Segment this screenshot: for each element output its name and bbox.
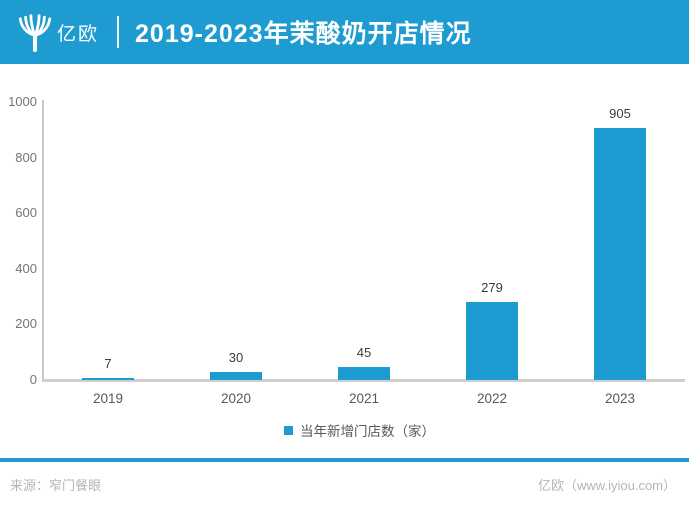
chart-legend: 当年新增门店数（家） [30, 420, 689, 440]
logo-text: 亿欧 [57, 23, 100, 45]
source-text: 来源：窄门餐眼 [10, 477, 102, 493]
chart-bar-2019 [82, 378, 134, 380]
header-bar: 亿欧 2019-2023年茉酸奶开店情况 [0, 0, 689, 64]
x-axis-category-label: 2019 [92, 391, 124, 406]
y-axis-tick-label: 600 [15, 205, 37, 221]
chart-bar-2023 [594, 128, 646, 380]
bar-value-label: 279 [481, 280, 503, 295]
x-axis-category-label: 2021 [348, 391, 380, 406]
chart-bar-2022 [466, 302, 518, 380]
y-axis-line [42, 100, 44, 380]
y-axis-tick-label: 800 [15, 149, 37, 165]
header-separator [117, 16, 120, 48]
x-axis-category-label: 2023 [604, 391, 636, 406]
chart-bar-2020 [210, 372, 262, 380]
iyiou-logo-icon [18, 14, 52, 53]
bar-value-label: 7 [104, 356, 112, 371]
page-title: 2019-2023年茉酸奶开店情况 [135, 20, 472, 48]
bar-value-label: 30 [228, 350, 244, 365]
y-axis-tick-label: 400 [15, 260, 37, 276]
x-axis-category-label: 2020 [220, 391, 252, 406]
footer-divider [0, 458, 689, 462]
footer: 来源：窄门餐眼 亿欧（www.iyiou.com） [0, 472, 689, 496]
bar-value-label: 905 [609, 106, 631, 121]
x-axis-line [42, 379, 685, 382]
y-axis-tick-label: 1000 [8, 94, 37, 109]
chart-bar-2021 [338, 367, 390, 380]
y-axis-tick-label: 0 [29, 372, 37, 387]
bar-value-label: 45 [356, 345, 372, 360]
credit-text: 亿欧（www.iyiou.com） [538, 477, 676, 493]
legend-swatch [284, 425, 293, 435]
y-axis-tick-label: 200 [15, 316, 37, 332]
legend-label: 当年新增门店数（家） [300, 424, 435, 439]
x-axis-category-label: 2022 [476, 391, 508, 406]
